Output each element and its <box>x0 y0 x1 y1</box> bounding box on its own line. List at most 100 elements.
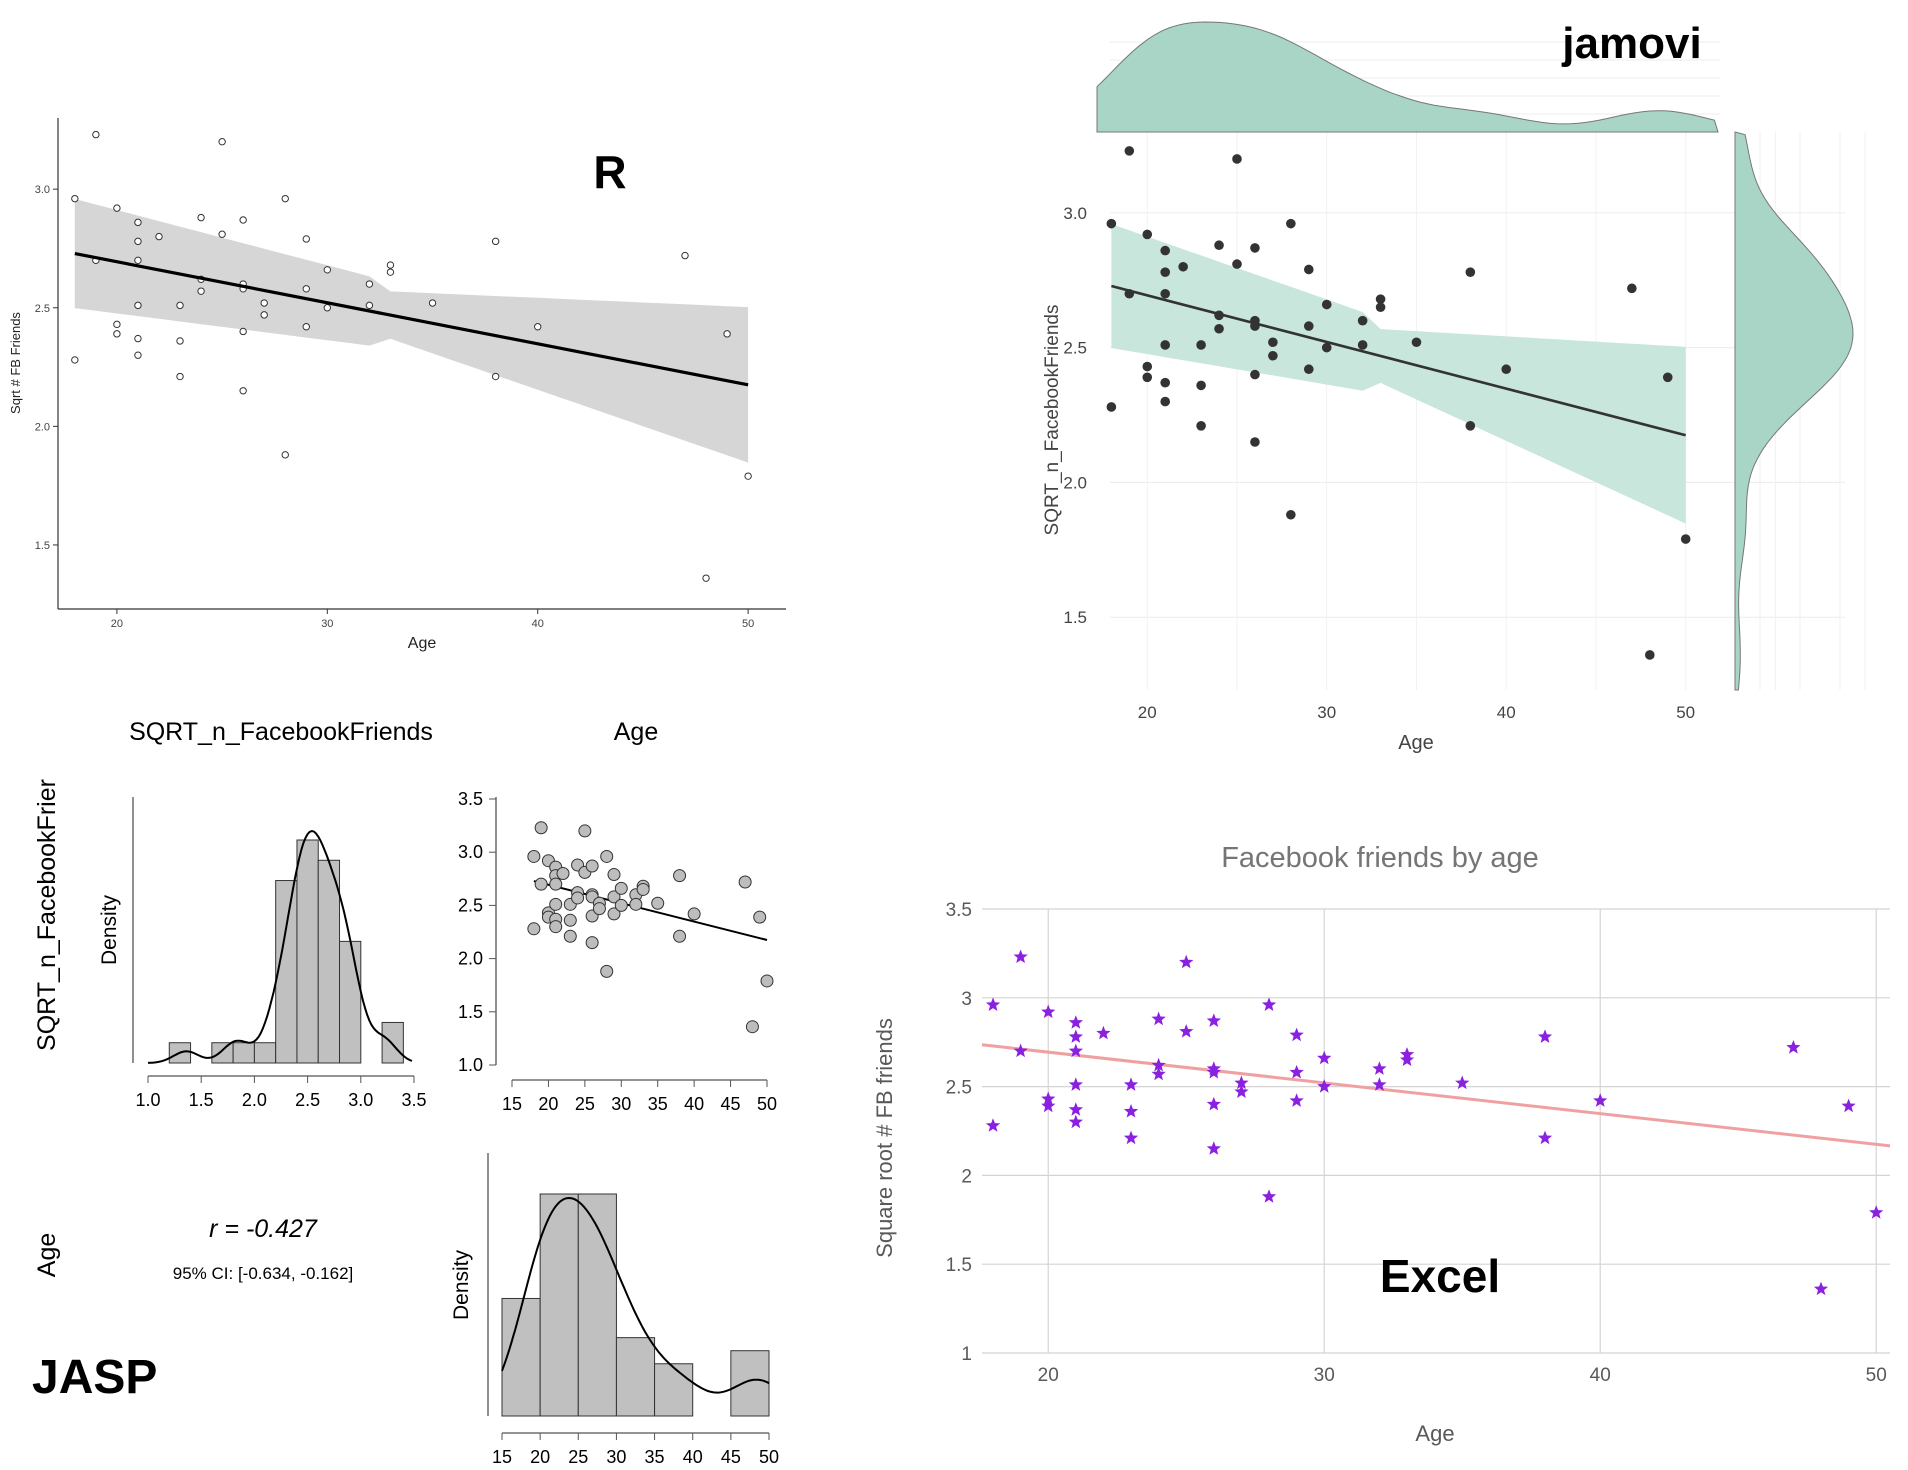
jasp-scatter-x-tick-label: 45 <box>721 1094 741 1114</box>
jasp-scatter-point <box>614 898 628 912</box>
r-point <box>134 301 142 310</box>
jamovi-y-tick-label: 1.5 <box>1063 608 1087 627</box>
jasp-scatter-point <box>738 875 752 889</box>
jamovi-point <box>1375 294 1386 304</box>
jamovi-software-label: jamovi <box>1561 19 1701 68</box>
jasp-scatter-point <box>534 877 548 891</box>
r-regression-segment <box>74 251 749 387</box>
jasp-scatter-point <box>549 897 563 911</box>
jasp-hist-sqrt-bars <box>168 839 404 1064</box>
r-point <box>239 387 247 395</box>
r-x-tick-label: 50 <box>742 618 754 630</box>
jasp-scatter-point <box>600 849 614 863</box>
r-point <box>302 323 310 331</box>
jamovi-x-tick-label: 30 <box>1317 703 1336 722</box>
jamovi-panel: 1.5 2.0 2.5 3.0 20 30 40 50 Age SQRT_n_Faceboo… <box>1042 19 1866 754</box>
excel-point <box>1234 1075 1249 1090</box>
jasp-hist-sqrt-bar <box>381 1021 404 1064</box>
jasp-col-header-sqrt: SQRT_n_FacebookFriends <box>129 718 433 746</box>
r-point <box>176 301 184 310</box>
jasp-hist-sqrt-density-curve <box>147 829 413 1064</box>
r-point <box>113 330 121 338</box>
jamovi-point <box>1196 421 1206 431</box>
jamovi-point <box>1142 361 1153 372</box>
excel-point <box>1537 1029 1553 1043</box>
excel-x-axis-label: Age <box>1415 1421 1454 1446</box>
jasp-scatter-y-tick-label: 3.0 <box>458 842 483 862</box>
excel-point <box>1041 1004 1056 1019</box>
jasp-scatter-x-tick-label: 50 <box>757 1094 777 1114</box>
jasp-scatter-x-tick-label: 25 <box>575 1094 595 1114</box>
excel-x-tick-label: 50 <box>1866 1365 1887 1386</box>
excel-x-ticks: 20 30 40 50 <box>1038 1365 1887 1386</box>
jamovi-point <box>1303 264 1314 275</box>
r-point <box>744 472 752 480</box>
excel-point <box>1068 1029 1083 1043</box>
jasp-scatter-y-ticks: 1.0 1.5 2.0 2.5 3.0 3.5 <box>458 789 496 1075</box>
jamovi-y-tick-label: 2.0 <box>1063 473 1087 492</box>
excel-point <box>1041 1098 1056 1113</box>
jasp-scatter-point <box>534 821 548 835</box>
jamovi-point <box>1214 240 1224 251</box>
excel-point <box>1151 1057 1166 1072</box>
r-y-tick-label: 3.0 <box>35 184 50 196</box>
jamovi-point <box>1501 364 1512 375</box>
r-point <box>723 330 731 338</box>
jasp-hist-age: Density 15 20 25 30 35 40 45 50 <box>450 1153 779 1467</box>
r-ci-band <box>74 199 749 463</box>
excel-points <box>985 949 1884 1296</box>
jasp-hist-sqrt-x-tick-label: 1.5 <box>189 1090 214 1110</box>
jasp-scatter-y-tick-label: 1.5 <box>458 1002 483 1022</box>
jasp-hist-age-x-tick-label: 15 <box>492 1447 512 1467</box>
excel-point <box>1123 1077 1139 1091</box>
excel-point <box>1068 1102 1083 1116</box>
jasp-hist-age-bars <box>501 1193 770 1417</box>
excel-y-tick-label: 3.5 <box>946 900 972 921</box>
excel-point <box>1068 1043 1083 1058</box>
jasp-row-header-age: Age <box>33 1233 61 1277</box>
r-point <box>239 216 247 224</box>
jamovi-point <box>1214 323 1224 334</box>
jasp-correlation-r: r = -0.427 <box>209 1215 318 1243</box>
r-point <box>491 372 500 381</box>
r-x-tick-label: 40 <box>532 618 544 630</box>
jamovi-point <box>1250 437 1260 447</box>
excel-y-tick-label: 2.5 <box>946 1078 972 1099</box>
r-x-axis-label: Age <box>408 635 437 652</box>
jamovi-points <box>1106 146 1691 660</box>
excel-point <box>1261 1189 1277 1203</box>
jasp-hist-sqrt-x-ticks: 1.0 1.5 2.0 2.5 3.0 3.5 <box>135 1076 427 1110</box>
r-panel: 1.5 2.0 2.5 3.0 20 30 40 50 Age Sqrt # FB Frie… <box>8 118 786 652</box>
excel-point <box>1206 1064 1221 1079</box>
r-point <box>176 337 184 345</box>
jamovi-point <box>1232 154 1242 164</box>
r-point <box>134 237 142 246</box>
jamovi-point <box>1178 261 1188 272</box>
excel-point <box>985 1118 1001 1132</box>
jasp-scatter-x-ticks: 15 20 25 30 35 40 45 50 <box>502 1080 777 1114</box>
excel-point <box>1206 1141 1221 1155</box>
jasp-hist-sqrt-x-tick-label: 3.0 <box>348 1090 373 1110</box>
r-point <box>323 304 332 312</box>
jamovi-point <box>1250 369 1260 380</box>
excel-software-label: Excel <box>1380 1250 1500 1302</box>
excel-point <box>1841 1098 1856 1113</box>
jamovi-point <box>1142 229 1153 240</box>
jasp-scatter-point <box>527 922 541 936</box>
excel-point <box>1013 949 1028 963</box>
excel-y-tick-label: 1 <box>961 1344 972 1365</box>
jamovi-point <box>1160 288 1171 299</box>
jamovi-point <box>1160 267 1171 277</box>
jasp-scatter-point <box>745 1020 759 1034</box>
r-point <box>534 323 542 331</box>
jamovi-y-axis-label: SQRT_n_FacebookFriends <box>1042 305 1063 536</box>
jasp-scatter-point <box>607 890 621 904</box>
excel-chart-title: Facebook friends by age <box>1221 842 1539 874</box>
excel-point <box>1123 1130 1139 1145</box>
excel-point <box>1813 1281 1829 1296</box>
r-point <box>302 285 310 293</box>
jasp-scatter-y-tick-label: 2.5 <box>458 895 483 915</box>
excel-x-tick-label: 20 <box>1038 1365 1059 1386</box>
jamovi-point <box>1160 396 1171 407</box>
